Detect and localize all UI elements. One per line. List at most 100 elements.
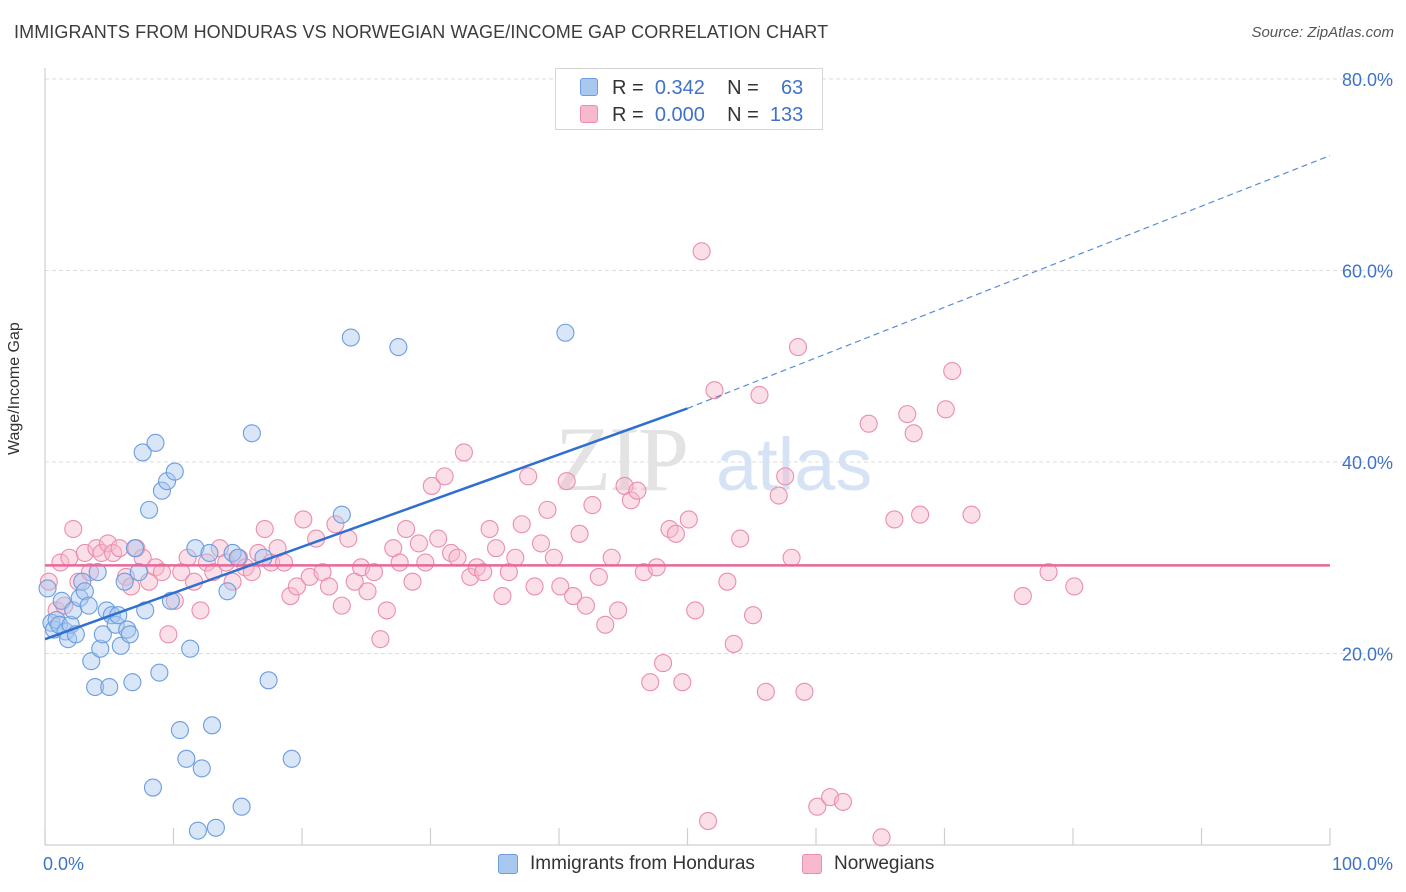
norwegians-point: [628, 481, 647, 500]
r-value: 0.000: [654, 104, 705, 126]
norwegians-point: [686, 601, 705, 620]
norwegians-point: [191, 601, 210, 620]
norwegians-point: [544, 548, 563, 567]
norwegians-point: [673, 673, 692, 692]
honduras-point: [150, 663, 169, 682]
honduras-point: [146, 433, 165, 452]
norwegians-point: [416, 553, 435, 572]
norwegians-point: [429, 529, 448, 548]
honduras-point: [152, 481, 171, 500]
norwegians-point: [936, 400, 955, 419]
norwegians-point: [1013, 586, 1032, 606]
n-label: N =: [727, 104, 759, 126]
norwegians-point: [377, 601, 396, 620]
norwegians-point: [692, 242, 711, 261]
n-value: 63: [781, 77, 804, 99]
norwegians-point: [448, 548, 467, 567]
norwegians-point: [782, 548, 801, 567]
norwegians-point: [911, 505, 930, 524]
norwegians-point: [576, 596, 596, 615]
norwegians-point: [679, 510, 698, 529]
norwegians-point: [98, 534, 118, 553]
y-tick-label: 40.0%: [1342, 453, 1393, 473]
honduras-point: [88, 563, 107, 582]
norwegians-point: [904, 424, 923, 443]
norwegians-point: [64, 519, 83, 539]
axes: [44, 68, 1331, 846]
series-norwegians: [39, 242, 1084, 847]
stats-row-norwegians: R = 0.000 N = 133: [556, 101, 822, 129]
honduras-point: [38, 579, 57, 598]
honduras-point: [170, 721, 189, 740]
norwegians-point: [152, 563, 171, 582]
honduras-point: [158, 472, 177, 491]
norwegians-point: [409, 534, 428, 553]
legend-label: Norwegians: [834, 853, 935, 874]
norwegians-point: [724, 634, 743, 653]
x-tick-label: 0.0%: [43, 854, 84, 874]
norwegians-point: [621, 491, 641, 510]
norwegians-point: [287, 577, 306, 596]
norwegians-point: [943, 361, 962, 381]
x-tick-label: 100.0%: [1332, 854, 1393, 874]
norwegians-point: [898, 405, 917, 424]
y-tick-label: 60.0%: [1342, 262, 1393, 282]
honduras-point: [91, 639, 110, 658]
norwegians-point: [512, 515, 531, 534]
honduras-point: [232, 797, 251, 816]
honduras-point: [181, 639, 200, 658]
norwegians-point: [255, 519, 274, 539]
norwegians-point: [80, 563, 100, 582]
norwegians-point: [55, 596, 74, 615]
honduras-point: [120, 625, 139, 644]
norwegians-point: [403, 572, 422, 591]
norwegians-point: [281, 586, 300, 606]
trend-lines: [44, 155, 1331, 641]
honduras-point: [186, 539, 205, 558]
norwegians-point: [519, 467, 538, 486]
honduras-point: [93, 625, 112, 644]
norwegians-point: [705, 381, 724, 400]
n-label: N =: [727, 77, 759, 99]
norwegians-swatch: [802, 854, 822, 874]
honduras-point: [129, 563, 148, 582]
norwegians-point: [538, 500, 557, 519]
norwegians-point: [654, 654, 673, 673]
norwegians-point: [294, 510, 313, 529]
norwegians-point: [699, 812, 718, 831]
norwegians-point: [872, 828, 891, 847]
honduras-point: [206, 818, 225, 837]
honduras-point: [100, 677, 119, 697]
norwegians-point: [358, 582, 377, 601]
norwegians-point: [390, 553, 409, 572]
norwegians-point: [551, 577, 570, 596]
norwegians-point: [435, 467, 454, 486]
honduras-swatch: [580, 78, 598, 96]
norwegians-point: [750, 385, 769, 405]
norwegians-point: [731, 529, 750, 548]
honduras-point: [118, 620, 137, 639]
honduras-point: [389, 338, 408, 357]
norwegians-point: [583, 496, 602, 515]
source-credit: Source: ZipAtlas.com: [1251, 24, 1394, 41]
honduras-point: [143, 778, 162, 797]
norwegians-point: [718, 572, 737, 591]
norwegians-point: [223, 572, 242, 591]
norwegians-point: [776, 467, 795, 486]
honduras-point: [140, 500, 159, 519]
honduras-point: [332, 505, 351, 524]
honduras-point: [556, 323, 575, 342]
watermark-zip: ZIP: [555, 408, 687, 510]
norwegians-point: [397, 519, 416, 539]
norwegians-point: [326, 515, 345, 534]
norwegians-point: [756, 682, 775, 701]
norwegians-point: [885, 510, 904, 529]
norwegians-point: [808, 797, 827, 816]
norwegians-point: [371, 630, 390, 649]
honduras-point: [165, 462, 184, 481]
norwegians-point: [859, 414, 878, 433]
honduras-point: [341, 328, 360, 347]
norwegians-point: [1039, 563, 1058, 582]
norwegians-point: [51, 553, 70, 572]
